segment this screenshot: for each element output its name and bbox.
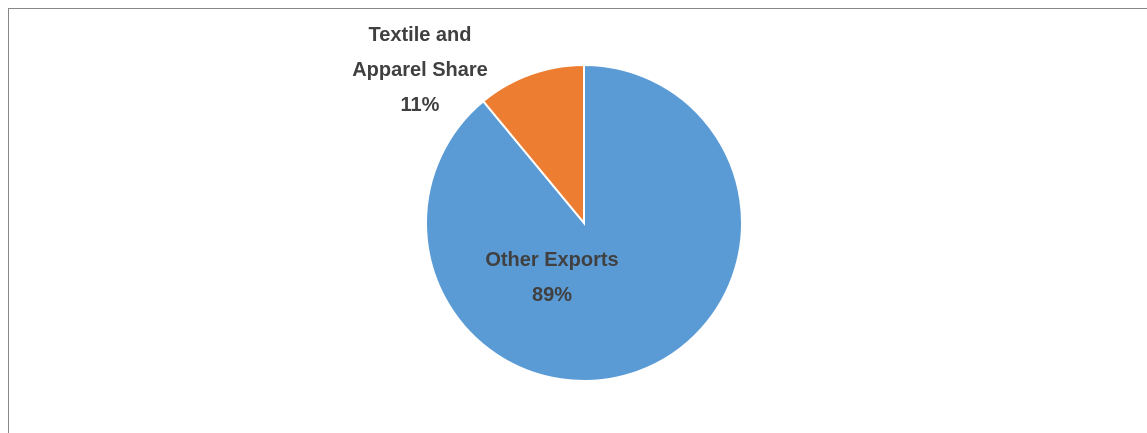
chart-frame — [8, 8, 1147, 433]
slice-label: Textile and Apparel Share 11% — [335, 18, 505, 123]
pie-slice — [481, 63, 585, 226]
slice-value: 89% — [531, 284, 573, 306]
slice-label: Other Exports 89% — [467, 243, 637, 313]
slice-value: 11% — [400, 94, 440, 116]
slice-name: Other Exports — [485, 249, 619, 271]
slice-name: Textile and Apparel Share — [352, 24, 488, 81]
